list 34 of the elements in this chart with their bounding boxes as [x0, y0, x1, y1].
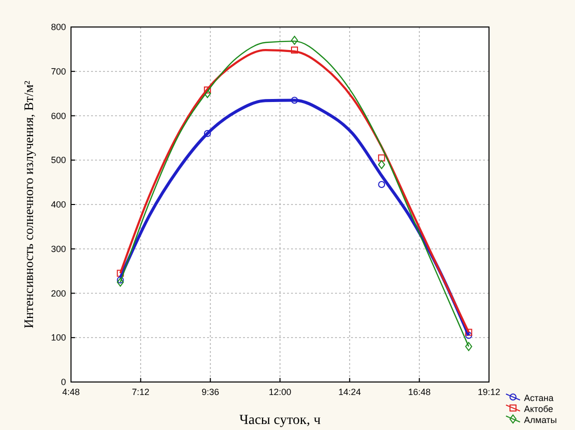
point [204, 130, 211, 137]
y-tick-label: 800 [50, 22, 66, 32]
point [291, 36, 298, 45]
x-tick-label: 12:00 [268, 387, 292, 397]
y-tick-label: 300 [50, 244, 66, 254]
x-axis-title: Часы суток, ч [239, 413, 321, 428]
y-axis-title: Интенсивность солнечного излучения, Вт/м² [21, 80, 36, 328]
point [378, 181, 386, 188]
y-tick-label: 400 [50, 200, 66, 210]
y-tick-label: 600 [50, 110, 66, 121]
x-tick-label: 16:48 [408, 387, 431, 397]
point [378, 154, 386, 162]
x-tick-label: 14:24 [338, 387, 361, 397]
legend-label: Астана [524, 393, 554, 403]
y-tick-label: 500 [50, 155, 66, 166]
x-tick-label: 9:36 [202, 387, 220, 397]
y-tick-label: 100 [50, 332, 66, 343]
point [291, 46, 298, 54]
x-tick-label: 7:12 [132, 387, 150, 397]
x-tick-label: 4:48 [62, 387, 80, 397]
point [204, 86, 211, 94]
legend-label: Алматы [524, 415, 557, 425]
point [378, 160, 386, 170]
legend-label: Актобе [524, 404, 554, 414]
point [291, 96, 298, 104]
point [465, 332, 472, 339]
y-tick-label: 200 [50, 288, 66, 298]
point [116, 278, 124, 287]
point [116, 276, 124, 284]
y-tick-label: 0 [60, 377, 66, 387]
point [465, 342, 472, 351]
y-tick-label: 700 [50, 66, 66, 76]
x-tick-label: 19:12 [478, 387, 500, 397]
point [465, 328, 472, 336]
